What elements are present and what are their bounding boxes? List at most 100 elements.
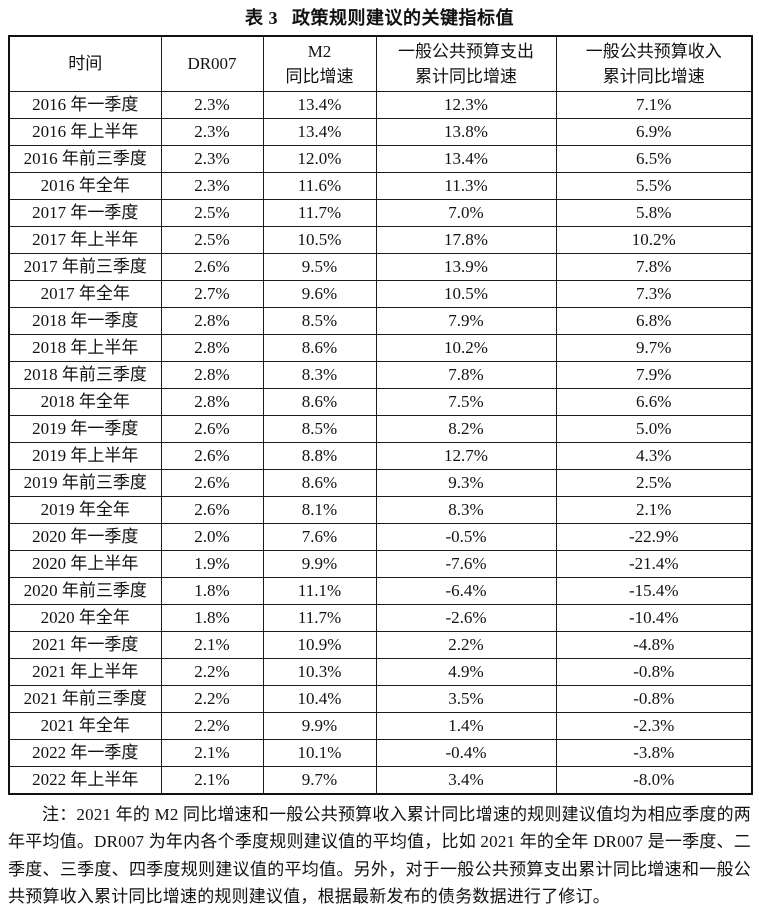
column-header-line: 累计同比增速 [415,66,517,86]
period-cell: 2021 年一季度 [8,630,162,659]
value-cell: 8.6% [262,468,377,497]
value-cell: 9.9% [262,711,377,740]
value-cell: 8.2% [375,414,557,443]
value-cell: 11.3% [375,171,557,200]
value-cell: -0.5% [375,522,557,551]
column-header: 一般公共预算支出 累计同比增速 [375,35,557,92]
value-cell: 2.3% [160,117,264,146]
table-row: 2016 年上半年 2.3% 13.4% 13.8% 6.9% [8,117,753,146]
column-header-line: 时间 [68,54,103,74]
value-cell: -15.4% [555,576,753,605]
column-header-line: 一般公共预算收入 [585,41,722,61]
value-cell: 8.6% [262,333,377,362]
value-cell: 5.0% [555,414,753,443]
value-cell: 7.6% [262,522,377,551]
value-cell: 2.3% [160,171,264,200]
table-header: 时间 DR007 M2 同比增速 一般公共预算支出 累计同比增速 一般公共预算收入 累计同比增… [8,35,753,92]
value-cell: -2.3% [555,711,753,740]
value-cell: 7.5% [375,387,557,416]
value-cell: 2.5% [555,468,753,497]
table-number: 表 3 [245,8,278,28]
value-cell: 9.5% [262,252,377,281]
table-caption: 政策规则建议的关键指标值 [292,8,514,28]
value-cell: 10.3% [262,657,377,686]
value-cell: 11.1% [262,576,377,605]
value-cell: 9.6% [262,279,377,308]
value-cell: -0.8% [555,684,753,713]
table-row: 2021 年前三季度 2.2% 10.4% 3.5% -0.8% [8,684,753,713]
value-cell: 12.0% [262,144,377,173]
period-cell: 2018 年一季度 [8,306,162,335]
column-header: DR007 [160,35,264,92]
value-cell: 3.4% [375,765,557,794]
table-row: 2016 年前三季度 2.3% 12.0% 13.4% 6.5% [8,144,753,173]
column-header-line: 累计同比增速 [602,66,705,86]
value-cell: 2.8% [160,387,264,416]
value-cell: 2.6% [160,441,264,470]
table-row: 2022 年上半年 2.1% 9.7% 3.4% -8.0% [8,765,753,794]
value-cell: -0.4% [375,738,557,767]
value-cell: 8.6% [262,387,377,416]
value-cell: -10.4% [555,603,753,632]
period-cell: 2020 年全年 [8,603,162,632]
value-cell: 13.8% [375,117,557,146]
period-cell: 2018 年上半年 [8,333,162,362]
value-cell: 2.5% [160,225,264,254]
value-cell: 1.8% [160,576,264,605]
value-cell: 6.6% [555,387,753,416]
value-cell: 10.1% [262,738,377,767]
table-row: 2021 年一季度 2.1% 10.9% 2.2% -4.8% [8,630,753,659]
value-cell: 8.5% [262,306,377,335]
value-cell: -7.6% [375,549,557,578]
value-cell: 2.3% [160,90,264,119]
header-row: 时间 DR007 M2 同比增速 一般公共预算支出 累计同比增速 一般公共预算收入 累计同比增… [8,35,753,92]
value-cell: 11.7% [262,603,377,632]
period-cell: 2019 年全年 [8,495,162,524]
value-cell: 13.9% [375,252,557,281]
value-cell: 7.3% [555,279,753,308]
table-row: 2018 年上半年 2.8% 8.6% 10.2% 9.7% [8,333,753,362]
value-cell: 2.2% [160,684,264,713]
period-cell: 2016 年全年 [8,171,162,200]
value-cell: 17.8% [375,225,557,254]
table-row: 2020 年前三季度 1.8% 11.1% -6.4% -15.4% [8,576,753,605]
value-cell: 2.2% [375,630,557,659]
value-cell: 10.2% [375,333,557,362]
value-cell: 1.4% [375,711,557,740]
value-cell: 2.2% [160,711,264,740]
column-header-line: DR007 [187,54,237,74]
period-cell: 2017 年一季度 [8,198,162,227]
period-cell: 2022 年上半年 [8,765,162,794]
value-cell: 9.7% [262,765,377,794]
period-cell: 2020 年前三季度 [8,576,162,605]
value-cell: 2.3% [160,144,264,173]
period-cell: 2021 年上半年 [8,657,162,686]
table-row: 2017 年一季度 2.5% 11.7% 7.0% 5.8% [8,198,753,227]
period-cell: 2020 年上半年 [8,549,162,578]
table-row: 2020 年上半年 1.9% 9.9% -7.6% -21.4% [8,549,753,578]
column-header: M2 同比增速 [262,35,377,92]
value-cell: -4.8% [555,630,753,659]
value-cell: 6.8% [555,306,753,335]
table-body: 2016 年一季度 2.3% 13.4% 12.3% 7.1% 2016 年上半年 2.3%… [8,90,753,794]
value-cell: -22.9% [555,522,753,551]
period-cell: 2017 年上半年 [8,225,162,254]
table-row: 2017 年前三季度 2.6% 9.5% 13.9% 7.8% [8,252,753,281]
value-cell: 7.0% [375,198,557,227]
indicator-table: 时间 DR007 M2 同比增速 一般公共预算支出 累计同比增速 一般公共预算收入 累计同比增… [8,35,753,795]
value-cell: 10.5% [375,279,557,308]
table-row: 2016 年全年 2.3% 11.6% 11.3% 5.5% [8,171,753,200]
period-cell: 2019 年前三季度 [8,468,162,497]
value-cell: -2.6% [375,603,557,632]
period-cell: 2021 年全年 [8,711,162,740]
value-cell: 8.3% [375,495,557,524]
value-cell: 2.6% [160,495,264,524]
value-cell: 2.6% [160,468,264,497]
value-cell: 2.0% [160,522,264,551]
period-cell: 2018 年前三季度 [8,360,162,389]
value-cell: 4.3% [555,441,753,470]
value-cell: 1.9% [160,549,264,578]
value-cell: 10.4% [262,684,377,713]
period-cell: 2020 年一季度 [8,522,162,551]
